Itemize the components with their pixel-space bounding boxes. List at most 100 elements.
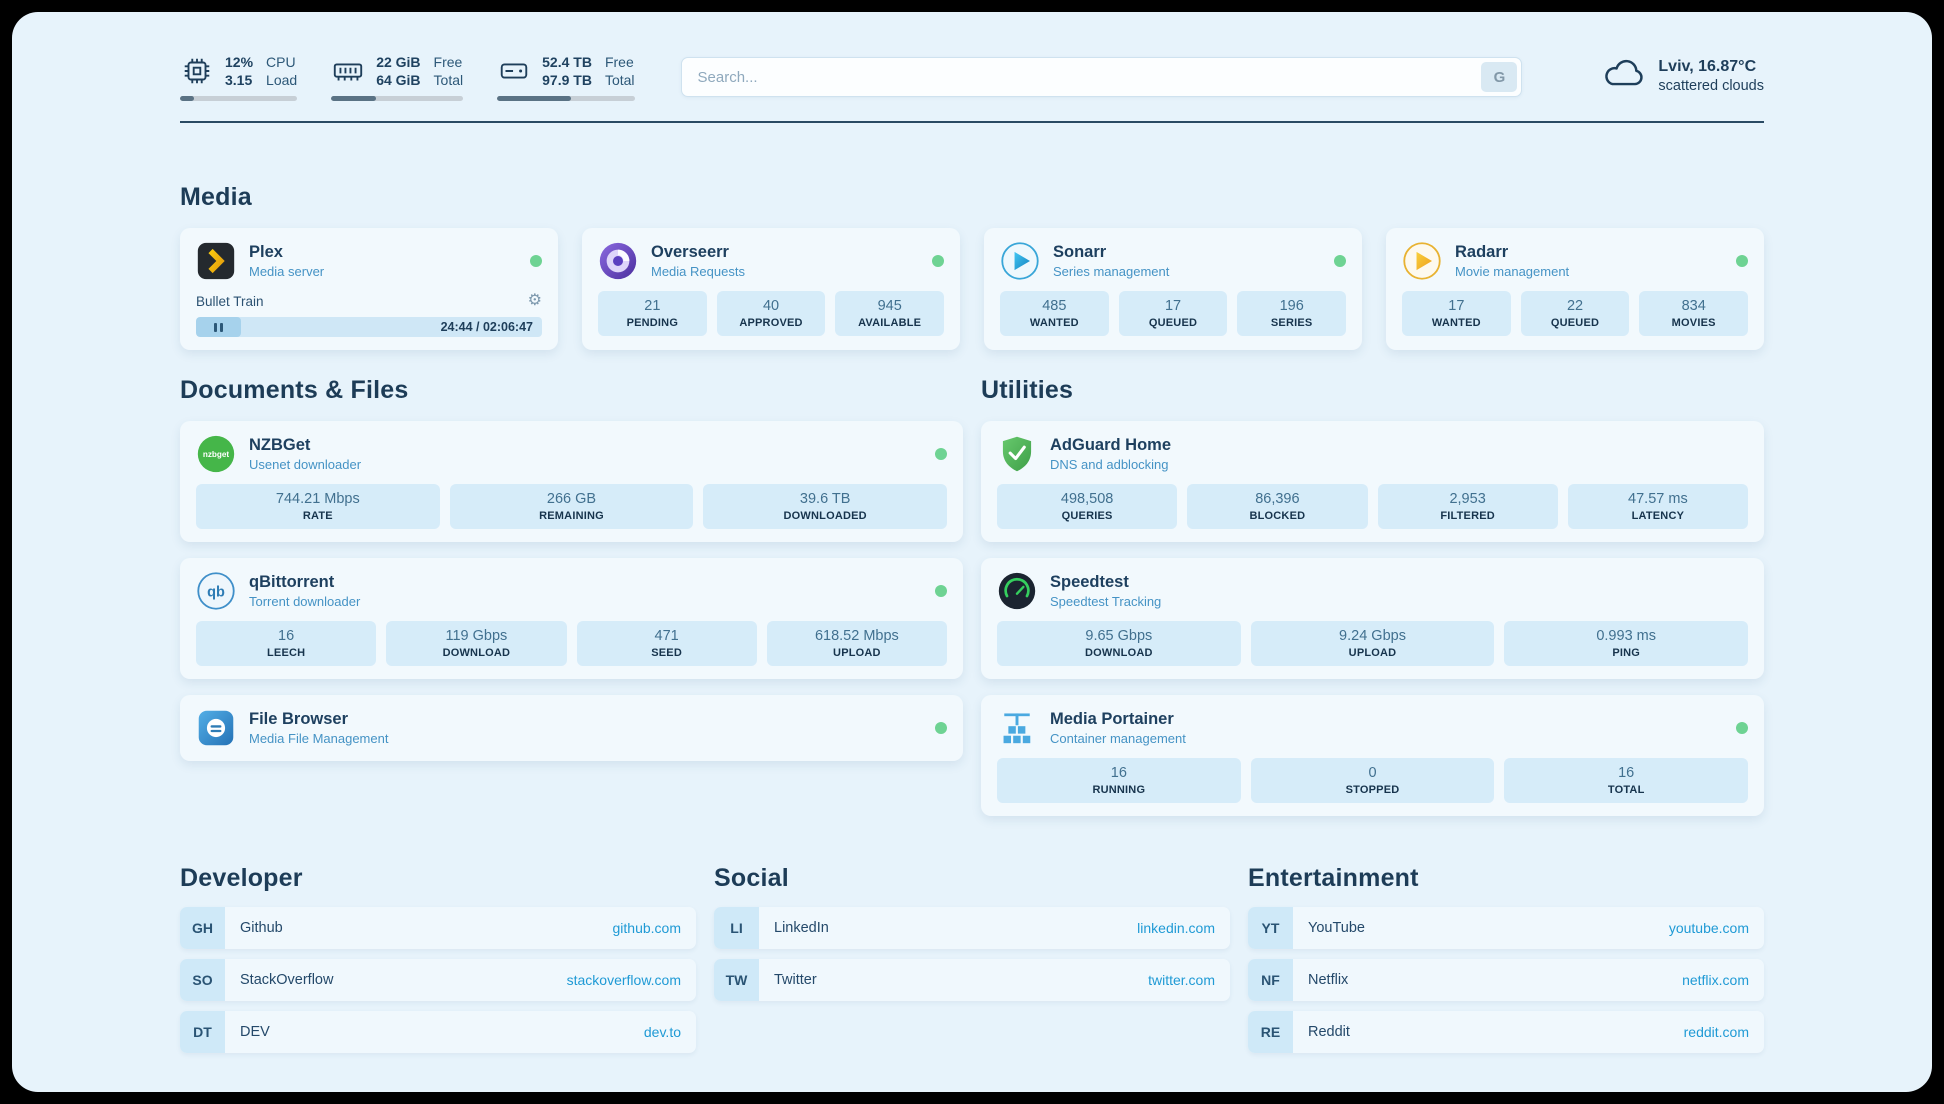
bookmark-abbr: NF: [1248, 959, 1293, 1002]
pause-button[interactable]: [196, 317, 241, 338]
stat-box: 618.52 Mbps UPLOAD: [766, 621, 947, 667]
status-dot: [1736, 255, 1748, 268]
app-subtitle: Usenet downloader: [249, 457, 362, 473]
ram-icon: [331, 54, 365, 88]
weather-condition: scattered clouds: [1658, 78, 1764, 95]
svg-text:qb: qb: [207, 585, 225, 601]
bookmark-dev[interactable]: DT DEV dev.to: [180, 1011, 696, 1054]
section-utilities: Utilities AdGuard Home DNS and adblockin…: [981, 376, 1764, 817]
portainer-icon: [997, 708, 1037, 748]
stat-box: 16 LEECH: [196, 621, 377, 667]
cpu-usage-label: CPU: [266, 54, 296, 70]
app-subtitle: DNS and adblocking: [1050, 457, 1169, 473]
app-card-adguard[interactable]: AdGuard Home DNS and adblocking 498,508 Q…: [981, 421, 1764, 543]
bookmark-abbr: LI: [714, 907, 759, 950]
stat-box: 2,953 FILTERED: [1377, 484, 1558, 530]
bookmark-abbr: GH: [180, 907, 225, 950]
bookmark-url: github.com: [612, 920, 681, 937]
weather-widget: Lviv, 16.87°C scattered clouds: [1600, 56, 1764, 97]
status-dot: [935, 585, 947, 598]
bookmark-linkedin[interactable]: LI LinkedIn linkedin.com: [714, 907, 1230, 950]
qbittorrent-icon: qb: [196, 571, 236, 611]
ram-free-value: 22 GiB: [376, 54, 421, 70]
app-card-overseerr[interactable]: Overseerr Media Requests 21 PENDING 40 APP…: [582, 228, 960, 351]
filebrowser-icon: [196, 708, 236, 748]
bookmark-abbr: SO: [180, 959, 225, 1002]
bookmark-github[interactable]: GH Github github.com: [180, 907, 696, 950]
app-card-filebrowser[interactable]: File Browser Media File Management: [180, 695, 963, 762]
stat-box: 744.21 Mbps RATE: [196, 484, 440, 530]
bookmark-netflix[interactable]: NF Netflix netflix.com: [1248, 959, 1764, 1002]
bookmark-youtube[interactable]: YT YouTube youtube.com: [1248, 907, 1764, 950]
bookmark-twitter[interactable]: TW Twitter twitter.com: [714, 959, 1230, 1002]
search-engine-button[interactable]: G: [1481, 62, 1518, 92]
section-title-media: Media: [180, 183, 252, 212]
cpu-widget: 12% CPU 3.15 Load: [180, 54, 298, 102]
bookmark-abbr: RE: [1248, 1011, 1293, 1054]
cloud-icon: [1600, 56, 1646, 97]
stat-box: 119 Gbps DOWNLOAD: [386, 621, 567, 667]
now-playing-title: Bullet Train: [196, 293, 264, 309]
media-grid: Plex Media server Bullet Train ⚙ 24:4: [180, 228, 1764, 351]
disk-total-value: 97.9 TB: [542, 72, 592, 89]
app-card-speedtest[interactable]: Speedtest Speedtest Tracking 9.65 Gbps DO…: [981, 558, 1764, 680]
section-title-entertainment: Entertainment: [1248, 864, 1419, 893]
radarr-icon: [1402, 241, 1442, 281]
status-dot: [932, 255, 944, 268]
app-card-sonarr[interactable]: Sonarr Series management 485 WANTED 17 QUE…: [984, 228, 1362, 351]
disk-free-label: Free: [604, 54, 634, 70]
app-subtitle: Movie management: [1455, 264, 1570, 280]
status-dot: [935, 448, 947, 461]
app-name: Radarr: [1455, 243, 1509, 262]
disk-progress-bar: [497, 96, 635, 102]
stat-box: 485 WANTED: [1000, 291, 1109, 337]
svg-text:nzbget: nzbget: [203, 450, 230, 459]
app-subtitle: Media server: [249, 264, 325, 280]
app-name: NZBGet: [249, 436, 311, 455]
cpu-load-value: 3.15: [225, 72, 253, 89]
weather-location: Lviv, 16.87°C: [1658, 57, 1757, 75]
app-name: Plex: [249, 243, 283, 262]
bookmark-name: StackOverflow: [240, 972, 334, 989]
app-subtitle: Container management: [1050, 731, 1186, 747]
stat-box: 17 QUEUED: [1118, 291, 1228, 337]
bookmark-url: netflix.com: [1682, 972, 1749, 989]
bookmark-url: dev.to: [643, 1024, 681, 1041]
stat-box: 834 MOVIES: [1639, 291, 1749, 337]
app-name: qBittorrent: [249, 573, 335, 592]
stat-box: 22 QUEUED: [1520, 291, 1630, 337]
stat-box: 47.57 ms LATENCY: [1567, 484, 1748, 530]
plex-icon: [196, 241, 236, 281]
status-dot: [530, 255, 542, 268]
top-bar: 12% CPU 3.15 Load 22 GiB Free 64: [180, 54, 1764, 102]
app-card-plex[interactable]: Plex Media server Bullet Train ⚙ 24:4: [180, 228, 558, 351]
bookmark-reddit[interactable]: RE Reddit reddit.com: [1248, 1011, 1764, 1054]
app-card-qbittorrent[interactable]: qb qBittorrent Torrent downloader 16 LEEC…: [180, 558, 963, 680]
speedtest-icon: [997, 571, 1037, 611]
cpu-load-label: Load: [266, 72, 298, 89]
stat-box: 0 STOPPED: [1250, 758, 1495, 804]
section-title-utilities: Utilities: [981, 376, 1074, 405]
adguard-icon: [997, 434, 1037, 474]
stat-box: 86,396 BLOCKED: [1187, 484, 1368, 530]
ram-progress-bar: [331, 96, 464, 102]
bookmark-stackoverflow[interactable]: SO StackOverflow stackoverflow.com: [180, 959, 696, 1002]
app-card-nzbget[interactable]: nzbget NZBGet Usenet downloader 744.21 M…: [180, 421, 963, 543]
cpu-usage-value: 12%: [225, 54, 254, 70]
disk-free-value: 52.4 TB: [542, 54, 592, 70]
bookmark-abbr: DT: [180, 1011, 225, 1054]
stat-box: 21 PENDING: [598, 291, 707, 337]
stat-box: 16 TOTAL: [1504, 758, 1749, 804]
ram-widget: 22 GiB Free 64 GiB Total: [331, 54, 464, 102]
status-dot: [1334, 255, 1346, 268]
search-input[interactable]: [680, 57, 1523, 97]
bookmark-abbr: YT: [1248, 907, 1293, 950]
cpu-icon: [180, 54, 214, 88]
section-documents: Documents & Files nzbget NZBGet Usenet d…: [180, 376, 963, 816]
gear-icon[interactable]: ⚙: [527, 292, 542, 310]
app-card-portainer[interactable]: Media Portainer Container management 16 R…: [981, 695, 1764, 817]
bookmark-url: reddit.com: [1683, 1024, 1749, 1041]
app-card-radarr[interactable]: Radarr Movie management 17 WANTED 22 QUEUE…: [1386, 228, 1764, 351]
playback-time: 24:44 / 02:06:47: [440, 320, 533, 335]
disk-icon: [497, 54, 531, 88]
